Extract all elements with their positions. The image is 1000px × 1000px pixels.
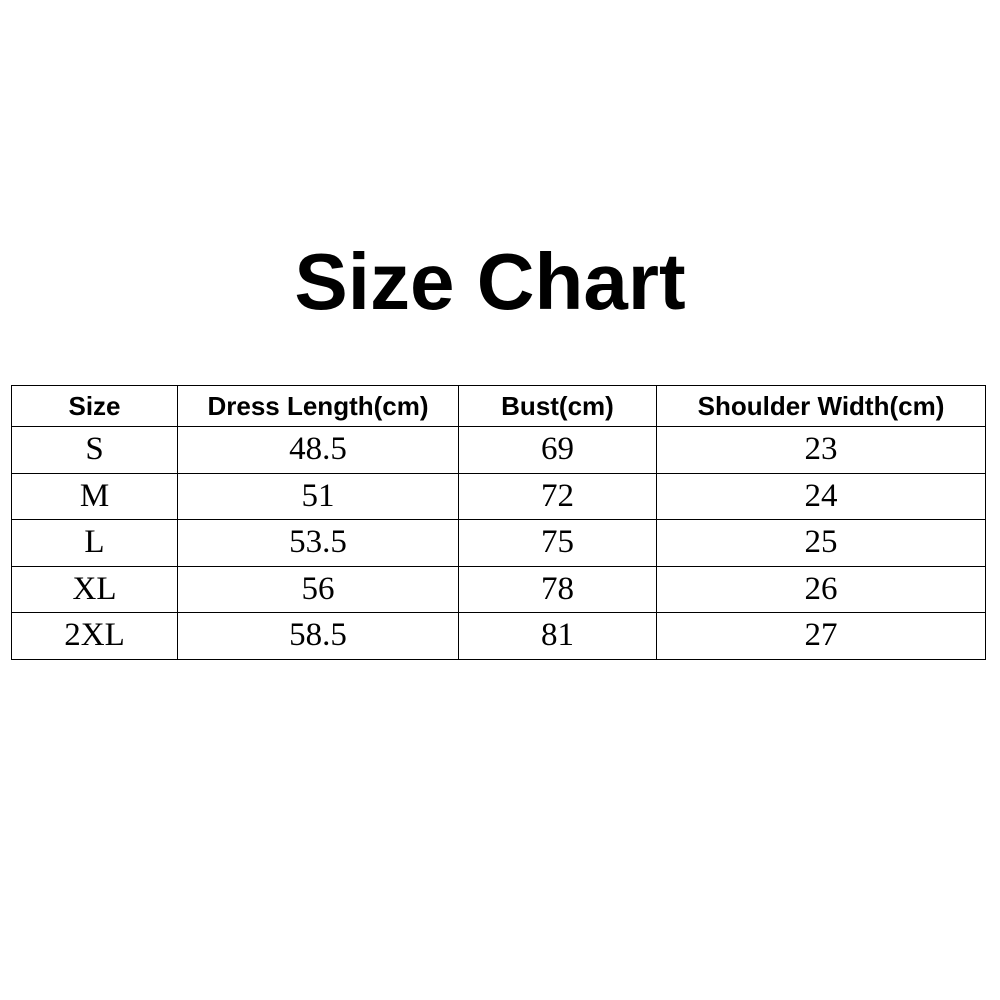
cell-size: 2XL [11, 612, 178, 660]
cell-dress-length: 51 [177, 472, 459, 520]
cell-shoulder-width: 23 [656, 426, 986, 474]
table-row: XL 56 78 26 [11, 565, 986, 613]
cell-shoulder-width: 25 [656, 519, 986, 567]
cell-bust: 69 [458, 426, 657, 474]
header-dress-length: Dress Length(cm) [177, 385, 459, 427]
table-row: M 51 72 24 [11, 472, 986, 520]
cell-shoulder-width: 26 [656, 565, 986, 613]
cell-dress-length: 48.5 [177, 426, 459, 474]
cell-size: XL [11, 565, 178, 613]
table-row: 2XL 58.5 81 27 [11, 612, 986, 660]
cell-dress-length: 53.5 [177, 519, 459, 567]
cell-shoulder-width: 27 [656, 612, 986, 660]
header-size: Size [11, 385, 178, 427]
table-row: L 53.5 75 25 [11, 519, 986, 567]
cell-size: M [11, 472, 178, 520]
cell-shoulder-width: 24 [656, 472, 986, 520]
cell-size: S [11, 426, 178, 474]
cell-dress-length: 56 [177, 565, 459, 613]
header-bust: Bust(cm) [458, 385, 657, 427]
table-row: S 48.5 69 23 [11, 426, 986, 474]
cell-bust: 78 [458, 565, 657, 613]
cell-bust: 75 [458, 519, 657, 567]
size-chart-table: Size Dress Length(cm) Bust(cm) Shoulder … [11, 385, 986, 660]
header-shoulder-width: Shoulder Width(cm) [656, 385, 986, 427]
table-header-row: Size Dress Length(cm) Bust(cm) Shoulder … [11, 385, 986, 427]
page-title: Size Chart [294, 237, 686, 326]
cell-dress-length: 58.5 [177, 612, 459, 660]
cell-bust: 72 [458, 472, 657, 520]
cell-bust: 81 [458, 612, 657, 660]
cell-size: L [11, 519, 178, 567]
